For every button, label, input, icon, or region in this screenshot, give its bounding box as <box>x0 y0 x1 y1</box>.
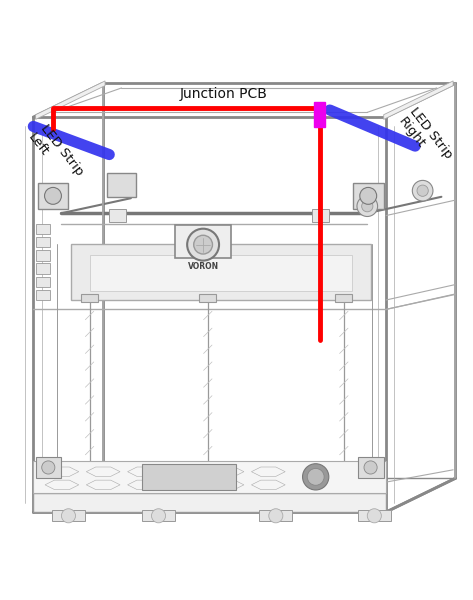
Circle shape <box>303 464 329 490</box>
Circle shape <box>151 509 166 523</box>
Bar <box>36 290 50 300</box>
Polygon shape <box>384 81 453 119</box>
Bar <box>52 510 85 521</box>
Circle shape <box>307 469 324 485</box>
Circle shape <box>42 461 55 474</box>
Text: Junction PCB: Junction PCB <box>180 86 268 101</box>
Text: LED Strip
Right: LED Strip Right <box>395 106 455 171</box>
Bar <box>36 250 50 260</box>
Bar <box>89 256 352 290</box>
Bar <box>199 294 216 302</box>
Bar <box>109 209 126 221</box>
Bar <box>107 173 136 197</box>
Circle shape <box>187 229 219 260</box>
Bar <box>36 224 50 235</box>
Text: VORON: VORON <box>187 262 219 271</box>
Bar <box>33 461 386 493</box>
Bar <box>358 510 391 521</box>
Polygon shape <box>35 81 105 119</box>
Circle shape <box>194 235 212 254</box>
Bar <box>35 457 61 478</box>
Bar <box>36 237 50 247</box>
Bar <box>353 183 384 209</box>
Circle shape <box>360 187 377 205</box>
Circle shape <box>364 461 377 474</box>
Circle shape <box>44 187 61 205</box>
Bar <box>358 457 384 478</box>
Bar <box>314 101 324 127</box>
Circle shape <box>61 509 76 523</box>
Bar <box>38 183 69 209</box>
Circle shape <box>417 185 428 196</box>
Circle shape <box>269 509 283 523</box>
Bar <box>142 464 236 490</box>
Circle shape <box>362 200 373 212</box>
Bar <box>36 277 50 287</box>
Circle shape <box>412 181 433 201</box>
Bar <box>142 510 175 521</box>
Text: LED Strip
Left: LED Strip Left <box>26 122 86 187</box>
Circle shape <box>368 509 381 523</box>
Bar <box>33 493 386 512</box>
Bar <box>36 263 50 274</box>
Bar <box>259 510 292 521</box>
Bar <box>175 225 231 258</box>
Circle shape <box>357 196 377 217</box>
Bar <box>312 209 329 221</box>
Bar <box>71 244 371 300</box>
Bar <box>335 294 352 302</box>
Bar <box>81 294 98 302</box>
